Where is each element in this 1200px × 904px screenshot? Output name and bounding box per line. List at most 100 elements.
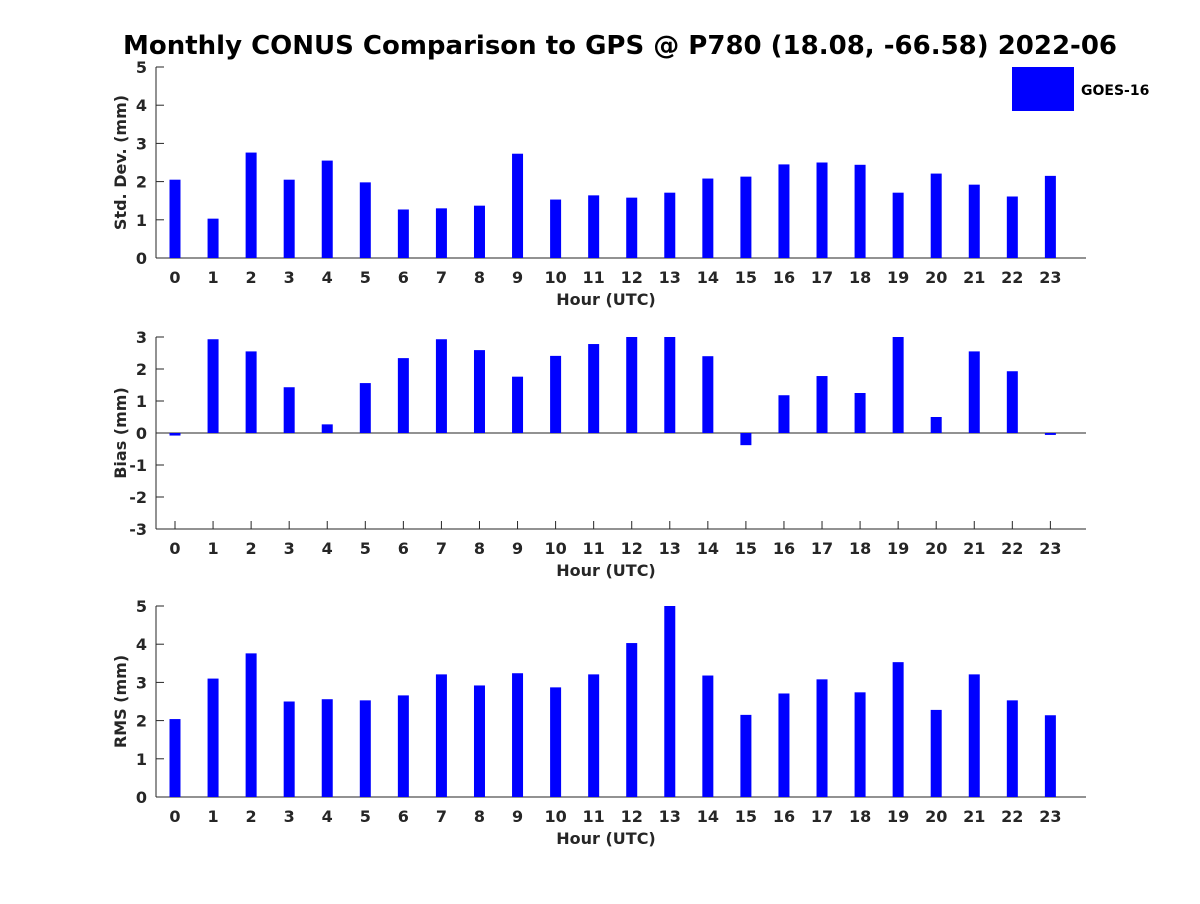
y-tick-label: 5 — [136, 597, 147, 616]
x-tick-label: 6 — [398, 268, 409, 287]
x-tick-label: 23 — [1039, 268, 1061, 287]
bar — [664, 606, 676, 797]
bar — [1006, 371, 1018, 433]
x-tick-label: 6 — [398, 807, 409, 826]
x-tick-label: 18 — [849, 268, 871, 287]
x-tick-label: 1 — [207, 539, 218, 558]
x-tick-label: 8 — [474, 539, 485, 558]
x-tick-label: 4 — [322, 268, 333, 287]
x-tick-label: 4 — [322, 807, 333, 826]
bar — [778, 693, 790, 797]
y-tick-label: -2 — [129, 488, 147, 507]
bar — [359, 383, 371, 433]
x-tick-label: 20 — [925, 268, 947, 287]
x-tick-label: 14 — [697, 539, 719, 558]
legend: GOES-16 — [1012, 67, 1149, 111]
bar — [283, 179, 295, 258]
x-tick-label: 8 — [474, 807, 485, 826]
bar — [892, 662, 904, 797]
bar — [626, 337, 638, 433]
bar — [816, 679, 828, 797]
x-tick-label: 16 — [773, 268, 795, 287]
x-tick-label: 12 — [621, 807, 643, 826]
x-tick-label: 0 — [169, 539, 180, 558]
bar — [321, 699, 333, 797]
bar — [740, 176, 752, 258]
bar — [930, 417, 942, 433]
bar — [435, 674, 447, 797]
x-tick-label: 16 — [773, 807, 795, 826]
bar — [207, 678, 219, 797]
bar — [778, 395, 790, 433]
y-axis-label: Std. Dev. (mm) — [111, 95, 130, 230]
bar — [397, 358, 409, 433]
bar — [207, 218, 219, 258]
x-tick-label: 20 — [925, 539, 947, 558]
bar — [397, 695, 409, 797]
y-axis-label: RMS (mm) — [111, 655, 130, 748]
x-tick-label: 22 — [1001, 539, 1023, 558]
y-tick-label: 1 — [136, 211, 147, 230]
bar — [778, 164, 790, 258]
bar — [930, 709, 942, 797]
x-tick-label: 9 — [512, 807, 523, 826]
x-tick-label: 14 — [697, 268, 719, 287]
x-tick-label: 1 — [207, 807, 218, 826]
y-tick-label: 4 — [136, 635, 147, 654]
bar — [816, 376, 828, 433]
x-tick-label: 19 — [887, 539, 909, 558]
bar — [512, 376, 524, 433]
x-tick-label: 15 — [735, 807, 757, 826]
x-tick-label: 17 — [811, 807, 833, 826]
x-tick-label: 2 — [246, 268, 257, 287]
bar — [397, 209, 409, 258]
y-tick-label: 0 — [136, 249, 147, 268]
x-tick-label: 13 — [659, 807, 681, 826]
bar — [245, 152, 257, 258]
y-tick-label: 3 — [136, 328, 147, 347]
bar — [1006, 196, 1018, 258]
x-tick-label: 10 — [544, 539, 566, 558]
bar — [512, 673, 524, 797]
bar — [626, 643, 638, 797]
bar — [892, 337, 904, 433]
bar — [1006, 700, 1018, 797]
x-tick-label: 6 — [398, 539, 409, 558]
bar — [550, 355, 562, 433]
bar — [169, 433, 181, 436]
bar — [854, 164, 866, 258]
bar — [702, 178, 714, 258]
x-tick-label: 11 — [583, 807, 605, 826]
x-tick-label: 5 — [360, 539, 371, 558]
x-tick-label: 3 — [284, 268, 295, 287]
legend-label: GOES-16 — [1081, 83, 1149, 99]
x-tick-label: 18 — [849, 539, 871, 558]
x-tick-label: 18 — [849, 807, 871, 826]
x-tick-label: 8 — [474, 268, 485, 287]
x-tick-label: 21 — [963, 807, 985, 826]
x-tick-label: 17 — [811, 539, 833, 558]
x-tick-label: 22 — [1001, 807, 1023, 826]
x-tick-label: 9 — [512, 268, 523, 287]
y-tick-label: 3 — [136, 673, 147, 692]
bar — [854, 692, 866, 797]
bar — [588, 674, 600, 797]
x-tick-label: 12 — [621, 539, 643, 558]
bar — [588, 195, 600, 258]
x-axis-label: Hour (UTC) — [556, 561, 656, 580]
bar — [169, 179, 181, 258]
y-tick-label: 4 — [136, 96, 147, 115]
bar — [1044, 433, 1056, 435]
bar — [740, 714, 752, 797]
x-tick-label: 15 — [735, 539, 757, 558]
bar — [473, 685, 485, 797]
x-tick-label: 20 — [925, 807, 947, 826]
bar — [968, 184, 980, 258]
bar — [473, 350, 485, 433]
bar — [321, 424, 333, 433]
x-tick-label: 19 — [887, 807, 909, 826]
bar — [245, 653, 257, 797]
